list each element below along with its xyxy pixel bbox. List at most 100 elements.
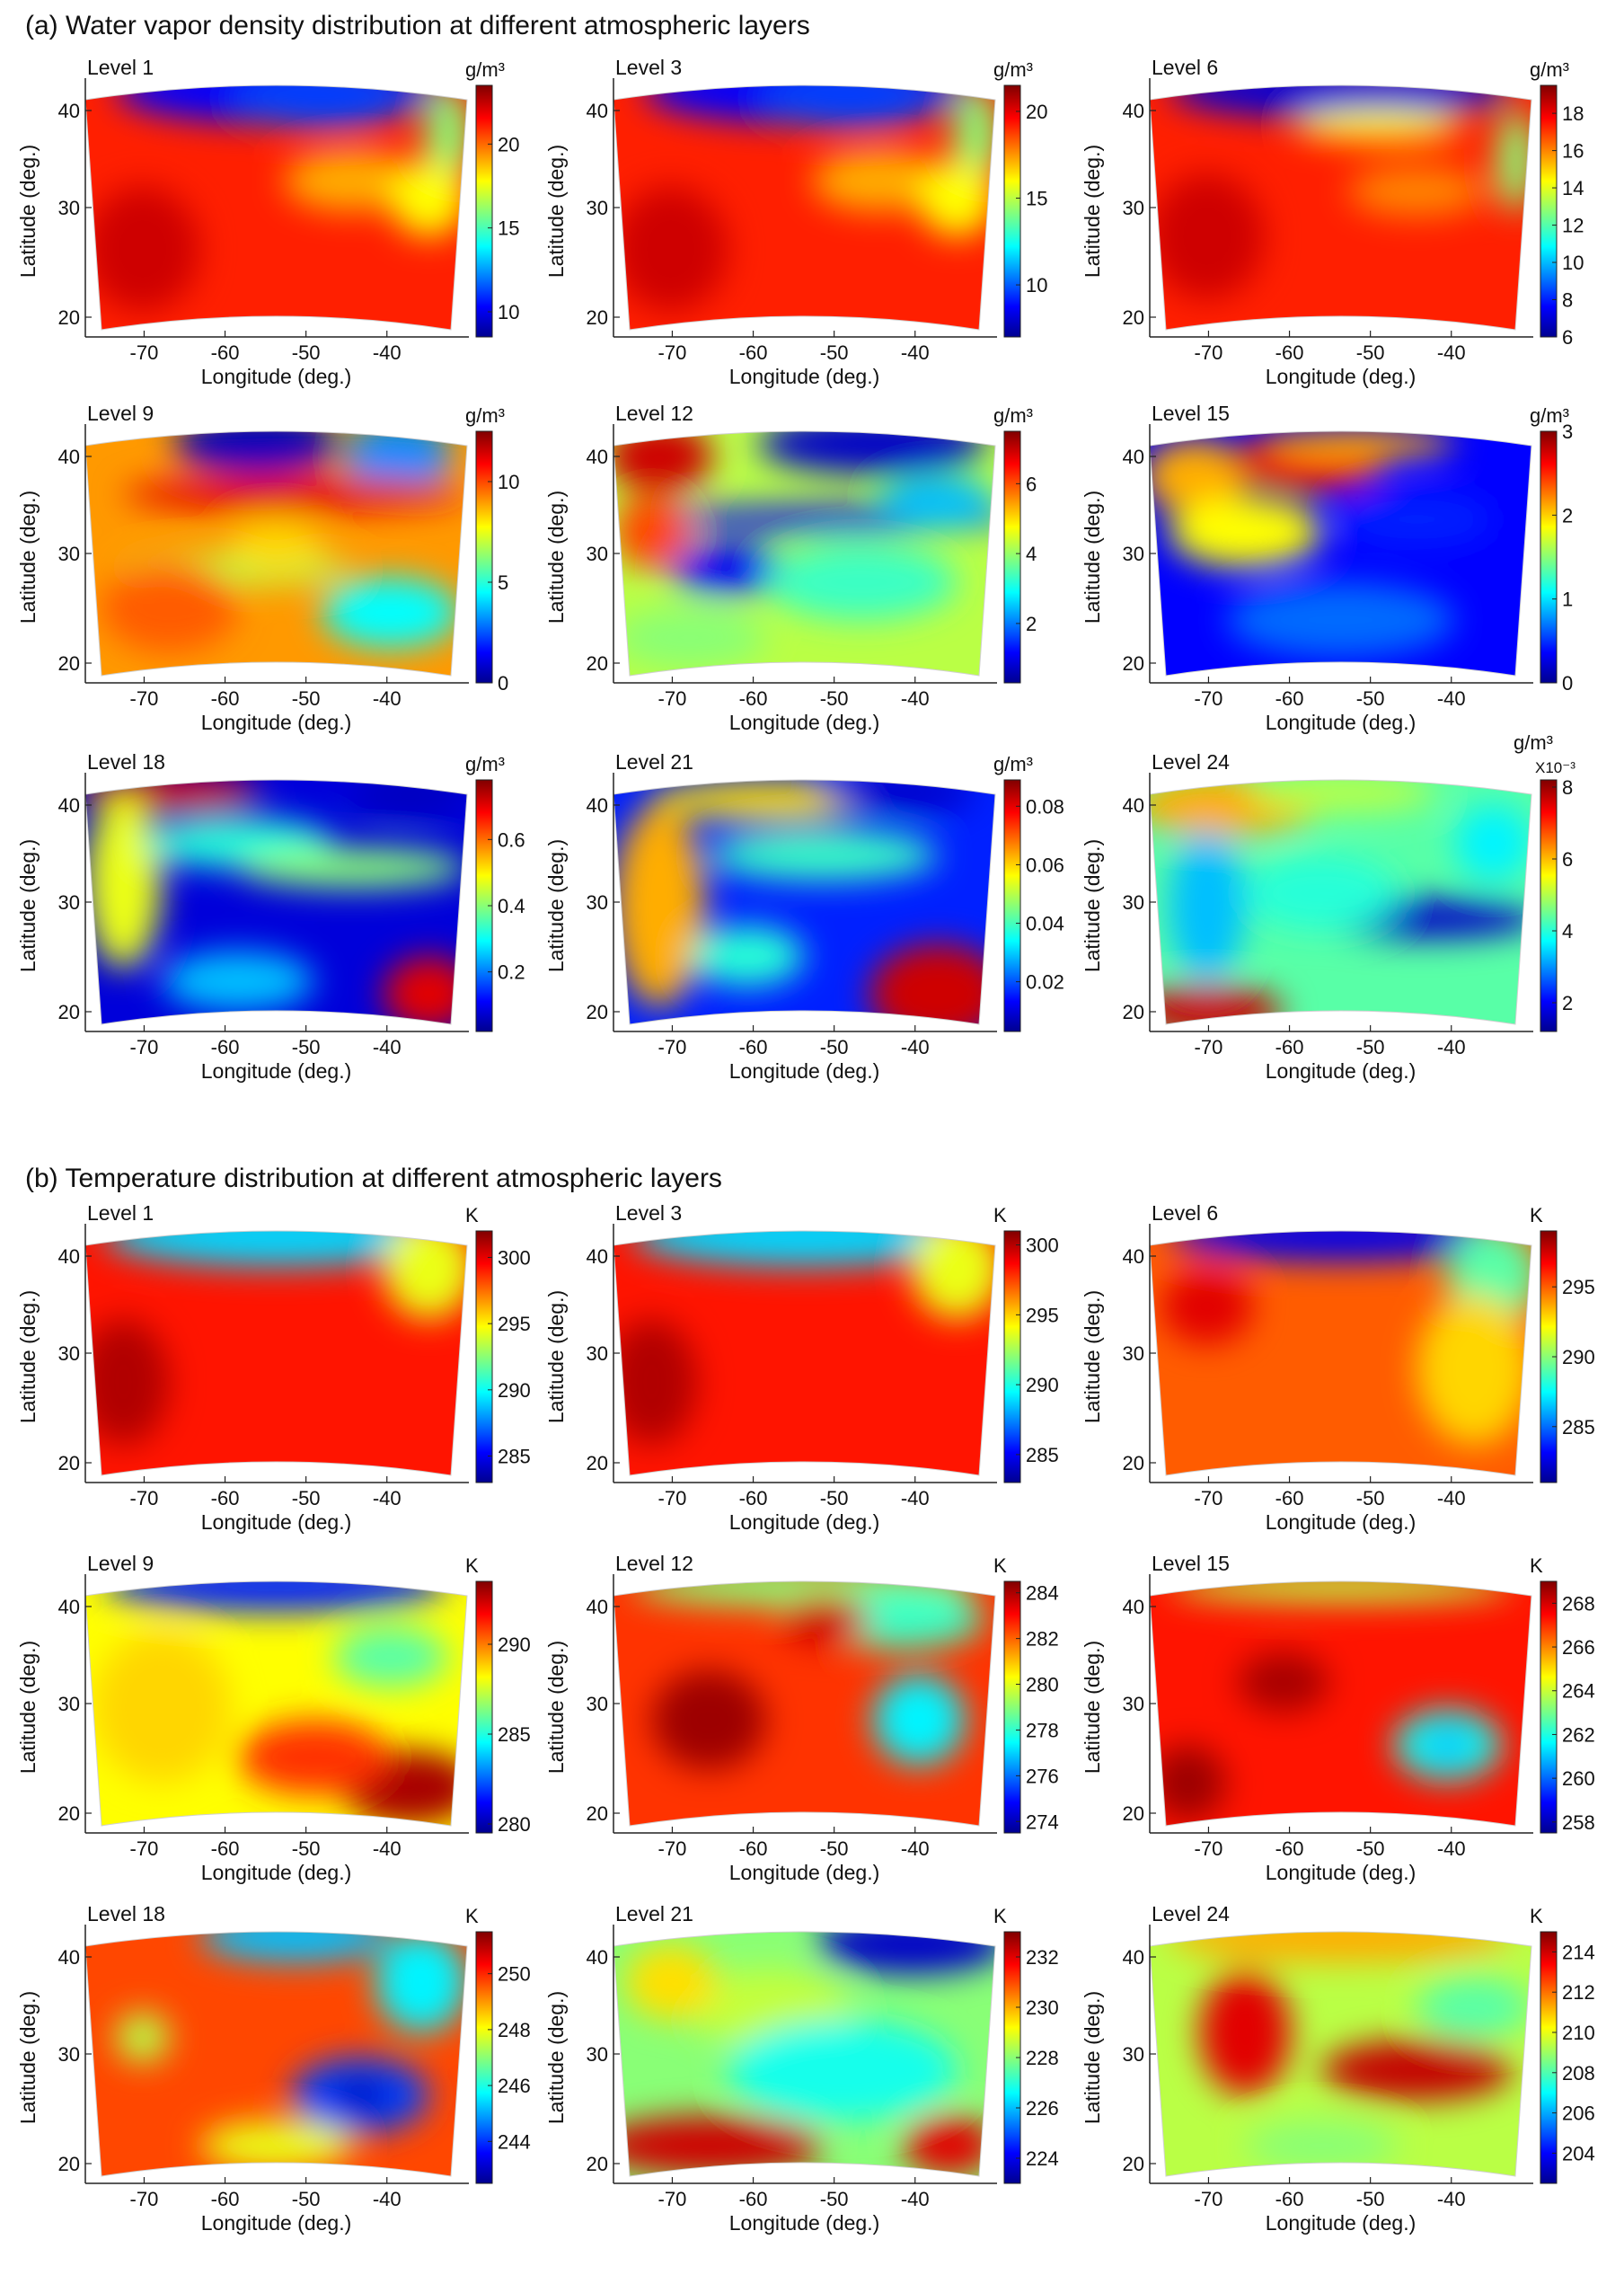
- latitude-tick-label: 40: [587, 1245, 608, 1268]
- x-axis-title: Longitude (deg.): [1266, 711, 1417, 734]
- longitude-tick-label: -60: [1275, 341, 1304, 364]
- colorbar-tick-label: 268: [1562, 1592, 1595, 1615]
- latitude-tick-label: 40: [1123, 1946, 1144, 1969]
- x-axis-title: Longitude (deg.): [201, 1059, 352, 1083]
- colorbar-unit-label: K: [465, 1905, 479, 1927]
- longitude-tick-label: -40: [373, 1837, 402, 1860]
- longitude-tick-label: -50: [820, 1487, 849, 1509]
- colorbar-unit-label: K: [1530, 1204, 1543, 1226]
- x-axis-title: Longitude (deg.): [729, 1861, 880, 1884]
- longitude-tick-label: -40: [373, 687, 402, 710]
- colorbar-tick-label: 10: [498, 301, 519, 323]
- colorbar-tick-label: 278: [1026, 1719, 1059, 1741]
- colorbar-tick-label: 5: [498, 571, 508, 594]
- longitude-tick-label: -40: [373, 1036, 402, 1058]
- colorbar-tick-label: 258: [1562, 1811, 1595, 1834]
- map-field: [613, 85, 995, 330]
- colorbar-tick-label: 12: [1562, 215, 1584, 237]
- colorbar-tick-label: 285: [498, 1723, 531, 1746]
- colorbar-tick-label: 4: [1562, 920, 1573, 943]
- longitude-tick-label: -40: [1437, 341, 1466, 364]
- colorbar-unit-label: K: [1530, 1554, 1543, 1577]
- level-label: Level 21: [615, 750, 693, 774]
- colorbar-unit-label: g/m³: [993, 404, 1033, 427]
- latitude-tick-label: 30: [1123, 543, 1144, 565]
- colorbar-unit-label: g/m³: [1514, 731, 1553, 754]
- colorbar-tick-label: 248: [498, 2019, 531, 2041]
- latitude-tick-label: 40: [587, 100, 608, 122]
- latitude-tick-label: 40: [58, 446, 80, 468]
- latitude-tick-label: 20: [587, 652, 608, 675]
- longitude-tick-label: -60: [1275, 1036, 1304, 1058]
- colorbar-tick-label: 284: [1026, 1582, 1059, 1605]
- colorbar: [475, 1580, 493, 1834]
- level-label: Level 3: [615, 56, 682, 79]
- y-axis-title: Latitude (deg.): [1081, 491, 1104, 624]
- latitude-tick-label: 30: [587, 2043, 608, 2066]
- temperature-panel-8: Level 21 20 30 40 -70 -60 -50 -40 Longitude (deg…: [544, 1902, 1059, 2235]
- temperature-panel-6: Level 15 20 30 40 -70 -60 -50 -40 Longitude (deg…: [1081, 1552, 1595, 1884]
- colorbar-tick-label: 0.2: [498, 961, 525, 984]
- colorbar-tick-label: 0: [498, 672, 508, 695]
- level-label: Level 24: [1152, 750, 1230, 774]
- longitude-tick-label: -50: [1356, 1487, 1385, 1509]
- latitude-tick-label: 20: [587, 2153, 608, 2175]
- longitude-tick-label: -60: [739, 2188, 768, 2210]
- map-field: [613, 1581, 995, 1826]
- longitude-tick-label: -70: [130, 2188, 159, 2210]
- latitude-tick-label: 20: [58, 652, 80, 675]
- longitude-tick-label: -50: [1356, 1036, 1385, 1058]
- colorbar-tick-label: 6: [1026, 473, 1037, 495]
- colorbar-tick-label: 246: [498, 2075, 531, 2097]
- colorbar-unit-label: g/m³: [993, 753, 1033, 775]
- longitude-tick-label: -50: [1356, 687, 1385, 710]
- colorbar-tick-label: 230: [1026, 1996, 1059, 2019]
- latitude-tick-label: 20: [58, 1802, 80, 1825]
- colorbar: [475, 84, 493, 338]
- map-field: [1150, 431, 1531, 676]
- colorbar-tick-label: 264: [1562, 1680, 1595, 1703]
- colorbar-tick-label: 6: [1562, 326, 1573, 349]
- longitude-tick-label: -60: [1275, 687, 1304, 710]
- longitude-tick-label: -50: [292, 2188, 321, 2210]
- water-vapor-panel-3: Level 6 20 30 40 -70 -60 -50 -40 Longitude (deg.…: [1081, 56, 1584, 388]
- latitude-tick-label: 20: [1123, 306, 1144, 329]
- y-axis-title: Latitude (deg.): [16, 1641, 40, 1774]
- level-label: Level 9: [87, 1552, 154, 1575]
- longitude-tick-label: -70: [658, 341, 687, 364]
- level-label: Level 1: [87, 1201, 154, 1225]
- colorbar-multiplier-label: X10⁻³: [1535, 759, 1575, 776]
- longitude-tick-label: -70: [658, 2188, 687, 2210]
- longitude-tick-label: -60: [211, 341, 240, 364]
- colorbar-tick-label: 295: [498, 1313, 531, 1335]
- map-field: [85, 85, 467, 330]
- latitude-tick-label: 30: [58, 1693, 80, 1715]
- latitude-tick-label: 20: [58, 2153, 80, 2175]
- colorbar-unit-label: K: [1530, 1905, 1543, 1927]
- longitude-tick-label: -70: [658, 1487, 687, 1509]
- colorbar-tick-label: 2: [1026, 613, 1037, 635]
- longitude-tick-label: -50: [820, 1036, 849, 1058]
- y-axis-title: Latitude (deg.): [1081, 1991, 1104, 2124]
- colorbar-tick-label: 204: [1562, 2142, 1595, 2164]
- map-field: [613, 780, 995, 1024]
- x-axis-title: Longitude (deg.): [729, 711, 880, 734]
- colorbar: [475, 430, 493, 684]
- colorbar-tick-label: 262: [1562, 1723, 1595, 1746]
- longitude-tick-label: -40: [901, 687, 930, 710]
- colorbar-tick-label: 285: [1562, 1416, 1595, 1438]
- colorbar-tick-label: 206: [1562, 2102, 1595, 2125]
- colorbar-unit-label: K: [465, 1204, 479, 1226]
- section-a-title: (a) Water vapor density distribution at …: [25, 11, 810, 40]
- colorbar-unit-label: g/m³: [1530, 58, 1569, 81]
- colorbar-tick-label: 2: [1562, 504, 1573, 527]
- x-axis-title: Longitude (deg.): [201, 2211, 352, 2235]
- colorbar-tick-label: 0: [1562, 672, 1573, 695]
- longitude-tick-label: -40: [901, 1837, 930, 1860]
- longitude-tick-label: -60: [1275, 1837, 1304, 1860]
- longitude-tick-label: -40: [373, 2188, 402, 2210]
- colorbar-tick-label: 0.4: [498, 895, 525, 917]
- latitude-tick-label: 20: [1123, 1452, 1144, 1474]
- level-label: Level 21: [615, 1902, 693, 1925]
- colorbar-tick-label: 8: [1562, 289, 1573, 312]
